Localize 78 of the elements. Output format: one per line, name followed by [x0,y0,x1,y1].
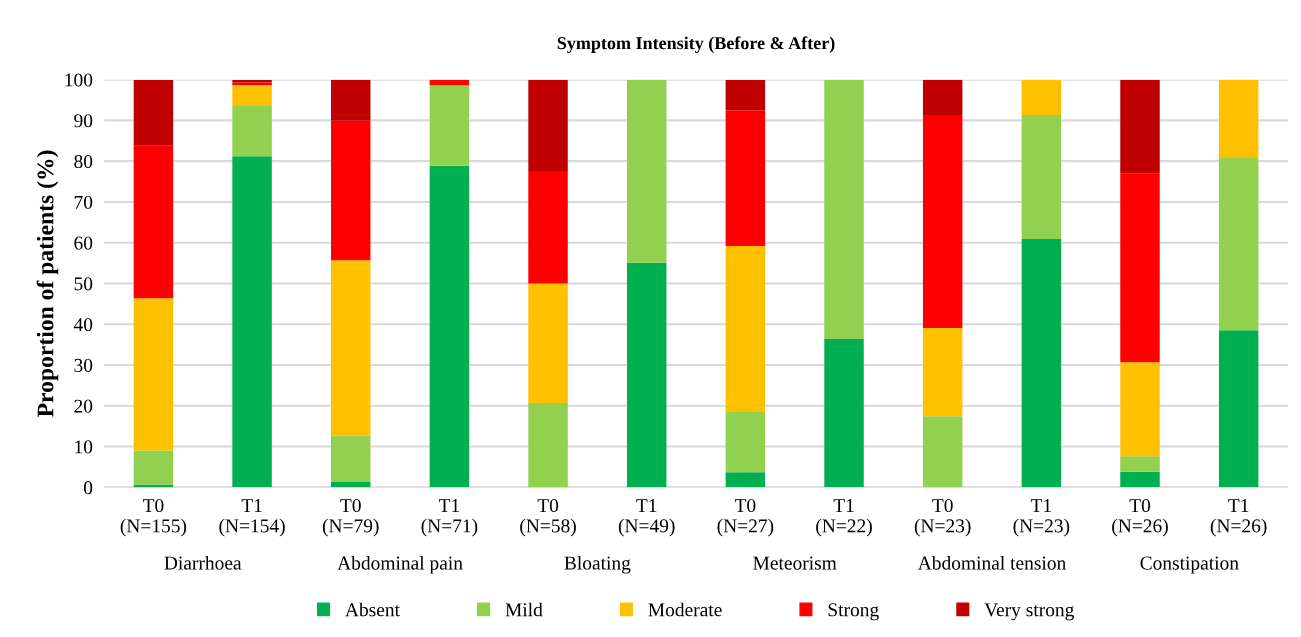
bar [725,472,766,488]
y-tick-label: 90 [74,114,93,128]
bar [725,110,766,246]
bar [725,411,766,473]
x-tick-label: T0 (N=79) [322,498,379,537]
bar [232,84,272,107]
bar [133,450,174,485]
x-tick-label: T1 (N=23) [1013,499,1070,537]
y-tick-label: 20 [74,399,93,413]
text: Meteorism [753,556,837,570]
bar [725,80,766,111]
bar [626,262,667,488]
x-tick-label: T0 (N=23) [914,498,971,537]
x-tick-label: T1 (N=26) [1210,499,1267,537]
bar [429,85,470,166]
x-tick-label: T1 (N=22) [816,499,872,537]
text: Bloating [564,555,631,574]
bar [1120,173,1160,363]
bar [1120,362,1160,457]
x-tick-label: T0 (N=155) [120,498,187,537]
bar [133,80,174,146]
bar [725,245,766,412]
legend-label: Very strong [984,603,1074,621]
bar [133,145,174,299]
x-tick-label: T0 (N=58) [520,498,576,537]
bar [232,156,272,488]
bar [528,170,568,284]
bar [922,327,963,417]
bar [528,402,568,488]
bar [232,106,272,157]
bar [824,338,864,488]
y-tick-label: 60 [74,236,93,250]
y-tick-label: 100 [65,73,93,87]
legend-label: Moderate [648,602,722,617]
bar [331,260,371,436]
bar [1021,239,1062,488]
y-tick-label: 10 [75,440,93,454]
legend-label: Strong [828,603,879,621]
y-tick-label: 40 [73,318,93,332]
bar [331,435,371,483]
x-tick-label: T0 (N=27) [717,498,774,537]
y-tick-label: 70 [74,195,93,209]
bar [1021,115,1062,240]
y-axis-title: Proportion of patients (%) [36,150,59,417]
y-tick-label: 50 [74,277,93,291]
text: Abdominal tension [917,555,1066,570]
x-tick-label: T1 (N=71) [421,499,478,537]
x-tick-label: T0 (N=26) [1112,498,1168,537]
text: Abdominal pain [337,555,463,574]
bar [1120,471,1160,488]
bar [1218,330,1259,488]
bar [922,115,963,328]
bar [331,482,371,488]
x-tick-label: T1 (N=49) [618,499,675,537]
bar [922,79,963,116]
y-tick-label: 0 [83,481,93,495]
bar [331,79,371,121]
bar [1218,157,1259,331]
y-tick-label: 80 [74,154,93,169]
legend-label: Absent [345,602,400,617]
bar [331,120,371,261]
bar [626,79,667,263]
x-tick-label: T1 (N=154) [219,499,285,537]
bar [1120,456,1160,472]
text: Diarrhoea [164,555,242,570]
bar [1120,79,1160,174]
bar [824,79,864,339]
bar [1021,79,1062,116]
legend-label: Mild [505,602,543,617]
bar [528,79,568,171]
chart-title: Symptom Intensity (Before & After) [557,36,835,53]
bar [528,283,568,403]
bar [133,298,174,451]
bar [429,165,470,488]
text: Constipation [1140,556,1239,574]
bar [1218,79,1259,158]
y-tick-label: 30 [74,358,93,372]
bar [922,416,963,488]
